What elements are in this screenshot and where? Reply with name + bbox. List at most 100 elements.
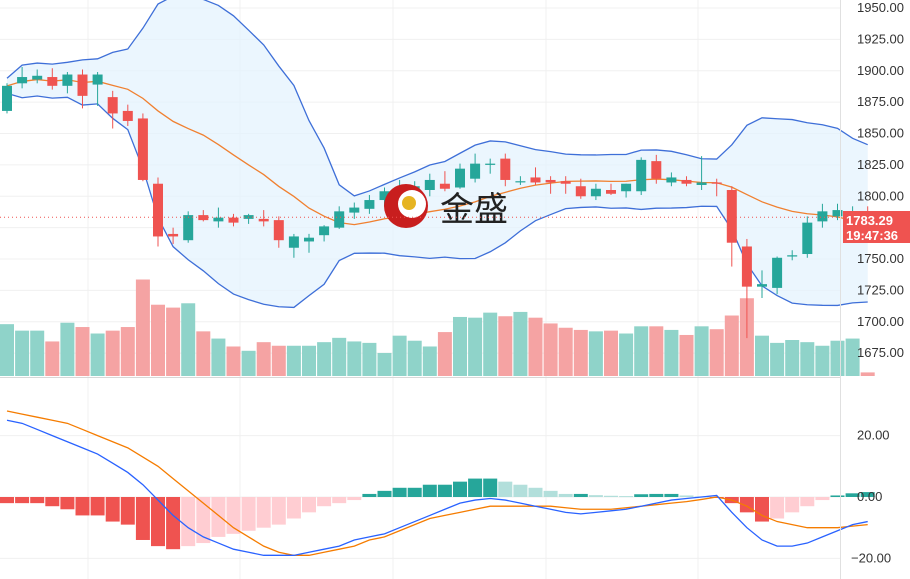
macd-histogram-bar — [211, 497, 226, 537]
candle-body — [455, 168, 465, 188]
macd-histogram-bar — [196, 497, 211, 544]
candle-body — [122, 110, 133, 121]
candle-body — [47, 77, 58, 86]
candle — [741, 238, 752, 339]
volume-bar — [60, 322, 75, 376]
macd-histogram-bar — [588, 495, 603, 497]
candle-body — [273, 220, 284, 241]
volume-bar — [664, 329, 679, 376]
candle — [772, 256, 783, 295]
candle — [47, 68, 58, 90]
macd-histogram-bar — [770, 497, 785, 519]
volume-bar — [483, 312, 498, 376]
candle-body — [832, 210, 843, 217]
candle — [198, 210, 209, 222]
volume-bar — [573, 329, 588, 376]
volume-bar — [453, 316, 467, 376]
candle-body — [530, 177, 541, 183]
candle — [349, 202, 360, 219]
macd-histogram-bar — [30, 497, 45, 504]
volume-bar — [347, 341, 362, 376]
candle — [832, 203, 843, 221]
macd-histogram-bar — [317, 497, 332, 507]
candle — [711, 178, 722, 197]
candle-body — [198, 215, 209, 221]
candle-body — [304, 237, 314, 242]
macd-histogram-bar — [604, 495, 618, 497]
candle-body — [500, 158, 511, 180]
candle-body — [2, 85, 12, 111]
price-tick-label: 1825.00 — [857, 157, 904, 172]
volume-bar — [694, 326, 709, 376]
macd-line — [6, 419, 868, 556]
candle — [77, 69, 88, 109]
macd-panel — [0, 410, 875, 556]
macd-histogram-bar — [105, 497, 120, 522]
macd-histogram-bar — [181, 497, 196, 547]
candle-body — [62, 74, 73, 86]
volume-bar — [588, 331, 603, 376]
candle — [606, 183, 616, 196]
candle — [590, 183, 601, 201]
candle — [168, 227, 179, 244]
macd-histogram-bar — [75, 497, 90, 516]
macd-histogram-bar — [377, 490, 392, 497]
candle — [485, 158, 496, 174]
candle — [439, 171, 450, 192]
candle — [681, 176, 692, 187]
volume-bar — [604, 330, 618, 376]
macd-histogram-bar — [468, 478, 483, 497]
price-tick-label: 1875.00 — [857, 94, 904, 109]
candle — [107, 90, 118, 129]
macd-histogram-bar — [453, 481, 467, 497]
candle-body — [651, 161, 662, 179]
volume-bar — [362, 342, 377, 376]
candle-body — [32, 75, 43, 80]
candle — [696, 156, 707, 190]
macd-tick-label: −20.00 — [851, 550, 891, 565]
price-tick-label: 1700.00 — [857, 314, 904, 329]
macd-axis[interactable]: 20.00 0.00 −20.00 — [851, 428, 891, 566]
macd-histogram-bar — [151, 497, 165, 547]
candle-body — [560, 181, 571, 184]
candle-body — [696, 182, 707, 185]
volume-bar — [211, 338, 226, 376]
candle — [560, 176, 571, 194]
volume-bar — [558, 327, 573, 376]
macd-histogram-bar — [362, 493, 377, 497]
macd-histogram-bar — [785, 497, 800, 513]
volume-bar — [135, 279, 150, 376]
candle-body — [213, 217, 224, 222]
candle — [153, 177, 163, 247]
bollinger-fill — [7, 0, 868, 308]
volume-bar — [377, 352, 392, 376]
candle — [530, 167, 541, 185]
volume-bar — [196, 331, 211, 376]
macd-histogram-bar — [845, 493, 860, 497]
candle-body — [515, 181, 526, 183]
volume-bar — [815, 345, 830, 376]
volume-bar — [619, 333, 634, 376]
candle — [228, 213, 239, 227]
macd-histogram-bar — [815, 497, 830, 501]
candle — [424, 173, 435, 197]
candle — [757, 270, 767, 298]
volume-bar — [90, 333, 105, 376]
candle-body — [424, 179, 435, 190]
candle-body — [319, 226, 330, 236]
candle-body — [711, 182, 722, 184]
volume-bar — [800, 342, 815, 376]
candle — [62, 72, 73, 94]
volume-bar — [392, 335, 407, 376]
candle — [621, 183, 632, 198]
volume-bar — [181, 303, 196, 376]
candle — [500, 153, 511, 187]
macd-histogram-bar — [15, 497, 30, 504]
candle — [802, 216, 813, 258]
bollinger-lower — [6, 92, 868, 309]
volume-bar — [860, 372, 875, 376]
candle — [515, 176, 526, 185]
macd-histogram-bar — [664, 493, 679, 497]
candle-body — [228, 217, 239, 223]
